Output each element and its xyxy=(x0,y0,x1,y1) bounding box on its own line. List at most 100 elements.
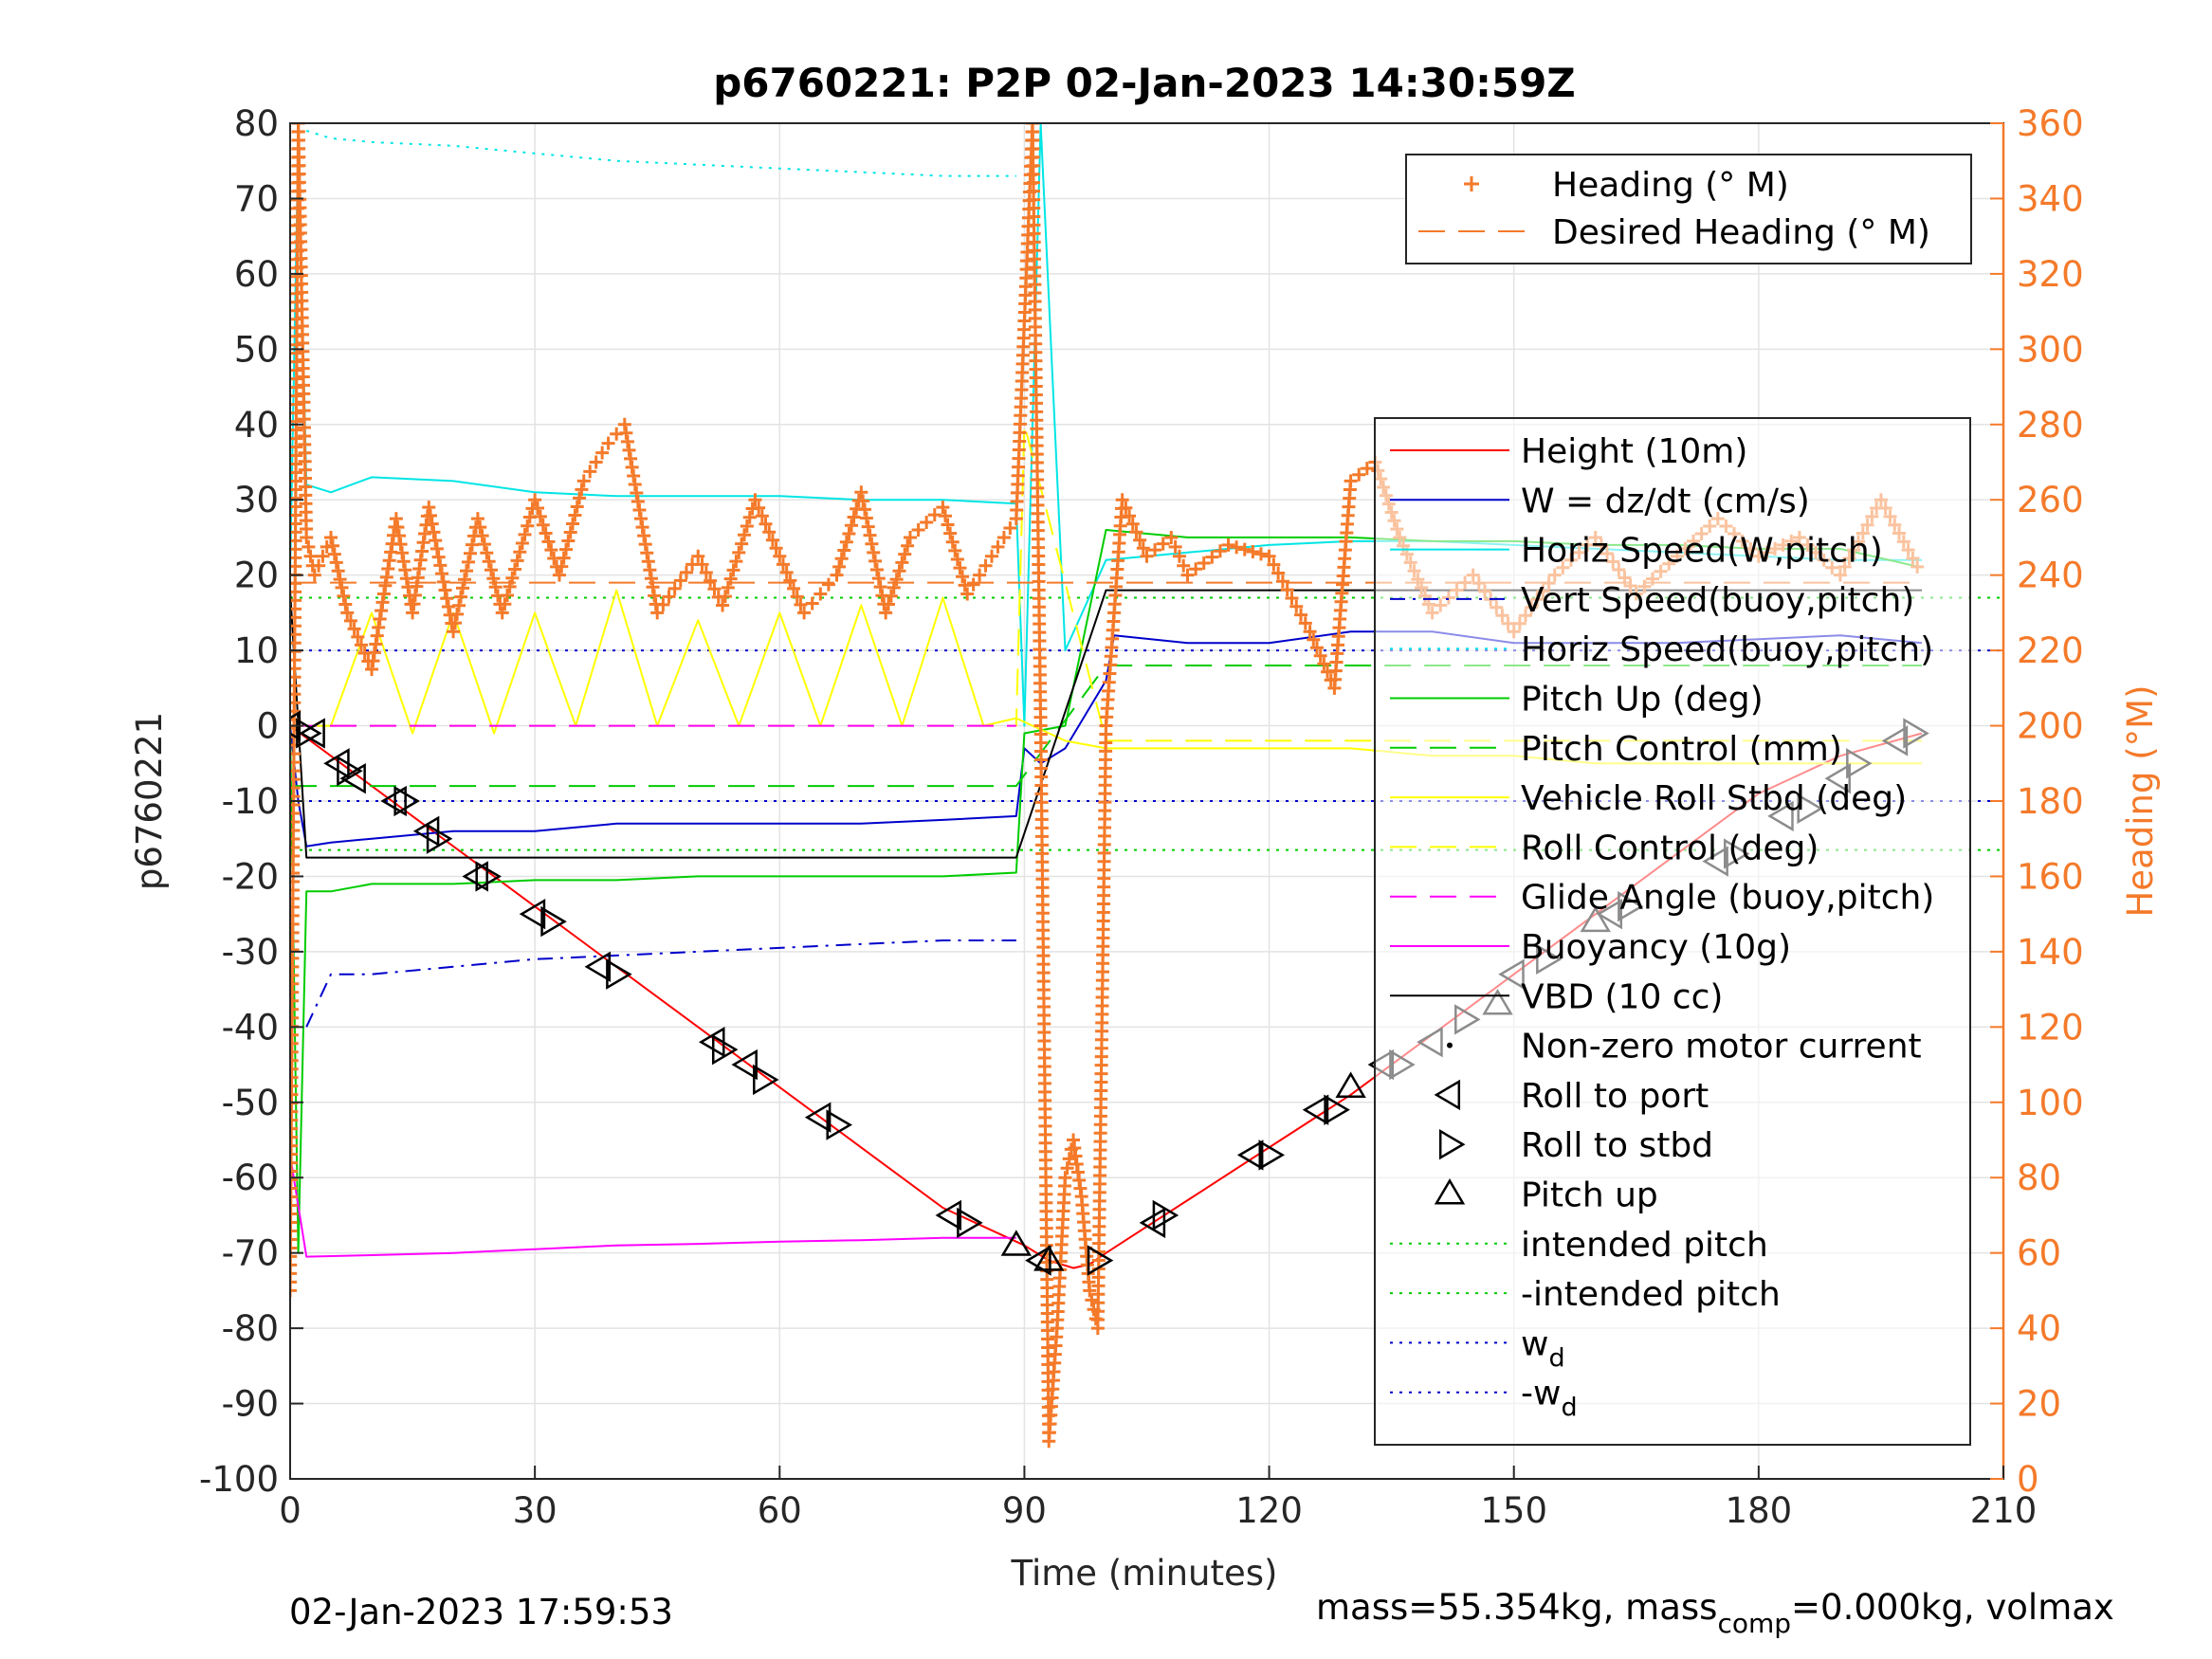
roll-to-port-marker xyxy=(804,1102,832,1133)
roll-to-port-marker xyxy=(731,1048,758,1081)
heading-point xyxy=(1133,533,1147,547)
heading-point xyxy=(695,557,709,572)
heading-point xyxy=(1197,556,1211,570)
heading-point xyxy=(391,520,405,535)
legend-label: VBD (10 cc) xyxy=(1521,977,1723,1016)
heading-point xyxy=(544,543,558,557)
y-axis-label: p6760221 xyxy=(129,712,170,890)
heading-point xyxy=(396,555,411,569)
y-tick-label: -90 xyxy=(222,1384,279,1425)
legend-main-entry: Non-zero motor current xyxy=(1447,1028,1922,1066)
legend-label: Horiz Speed(buoy,pitch) xyxy=(1521,630,1933,669)
heading-point xyxy=(858,502,872,517)
heading-point xyxy=(1280,583,1294,597)
heading-point xyxy=(1123,509,1137,523)
heading-point xyxy=(528,493,542,507)
heading-point xyxy=(729,555,743,569)
x-tick-label: 0 xyxy=(279,1490,302,1531)
heading-point xyxy=(631,495,645,509)
legend-label-text: Glide Angle (buoy,pitch) xyxy=(1521,879,1934,918)
heading-point xyxy=(1246,545,1260,559)
heading-point xyxy=(830,568,844,582)
heading-point xyxy=(1062,1152,1076,1166)
heading-point xyxy=(351,629,365,644)
heading-point xyxy=(325,538,339,553)
heading-point xyxy=(648,589,662,603)
legend-main-box xyxy=(1374,417,1971,1446)
heading-point xyxy=(865,537,879,551)
y-tick-label: -100 xyxy=(199,1459,279,1500)
heading-point xyxy=(573,491,587,505)
heading-point xyxy=(1298,616,1312,630)
heading-point xyxy=(973,568,987,582)
legend-main-entry: Roll Control (deg) xyxy=(1390,829,1819,867)
heading-point xyxy=(470,512,484,526)
heading-point xyxy=(884,589,898,603)
legend-label-text: Vehicle Roll Stbd (deg) xyxy=(1521,779,1907,818)
heading-point xyxy=(667,581,682,595)
heading-point xyxy=(583,465,597,479)
heading-point xyxy=(566,517,580,531)
y2-tick-label: 360 xyxy=(2017,103,2084,144)
legend-main: Height (10m) W = dz/dt (cm/s) Horiz Speed(… xyxy=(1374,417,1971,1446)
x-tick-label: 30 xyxy=(513,1490,558,1531)
heading-point xyxy=(558,542,573,556)
y-tick-label: 80 xyxy=(234,103,279,144)
heading-point xyxy=(1317,657,1331,671)
heading-point xyxy=(424,508,438,522)
y2-tick-label: 40 xyxy=(2017,1308,2061,1349)
heading-point xyxy=(845,519,859,533)
series-vert-speed-buoy-pitch xyxy=(305,939,1016,1028)
heading-point xyxy=(427,525,441,539)
heading-point xyxy=(1237,542,1252,556)
heading-point xyxy=(755,509,769,523)
heading-point xyxy=(898,547,912,561)
legend-main-entry: Roll to port xyxy=(1434,1077,1709,1116)
legend-label: Vehicle Roll Stbd (deg) xyxy=(1521,779,1907,818)
heading-point xyxy=(638,538,652,552)
legend-label: wd xyxy=(1521,1324,1565,1373)
legend-sample xyxy=(1434,1079,1461,1111)
y-axis-ticks: -100-90-80-70-60-50-40-30-20-10010203040… xyxy=(199,103,303,1500)
legend-label-text: -intended pitch xyxy=(1521,1275,1781,1314)
heading-point xyxy=(787,581,801,595)
x-tick-label: 120 xyxy=(1235,1490,1303,1531)
legend-sample xyxy=(1464,176,1479,191)
legend-label-text: Roll Control (deg) xyxy=(1521,829,1819,867)
heading-point xyxy=(312,558,326,573)
legend-main-entry: Pitch Up (deg) xyxy=(1390,681,1764,720)
heading-point xyxy=(821,577,835,592)
y-tick-label: 50 xyxy=(234,329,279,370)
footer-mass: mass=55.354kg, masscomp=0.000kg, volmax xyxy=(1316,1587,2114,1639)
heading-point xyxy=(327,547,341,561)
heading-point xyxy=(541,535,556,549)
legend-label: Non-zero motor current xyxy=(1521,1028,1922,1066)
heading-point xyxy=(627,468,641,483)
heading-point xyxy=(620,434,634,448)
heading-point xyxy=(1275,574,1289,589)
heading-point xyxy=(431,550,446,564)
heading-point xyxy=(1180,568,1195,582)
roll-to-stbd-marker xyxy=(753,1064,779,1096)
heading-point xyxy=(991,539,1005,554)
legend-label-text: Heading (° M) xyxy=(1552,166,1789,205)
roll-to-port-marker xyxy=(339,762,366,794)
heading-point xyxy=(515,537,529,551)
heading-point xyxy=(465,538,479,552)
heading-point xyxy=(1189,562,1203,576)
y2-tick-label: 60 xyxy=(2017,1233,2061,1274)
heading-point xyxy=(568,508,582,522)
heading-point xyxy=(435,567,449,581)
y2-axis-label: Heading (°M) xyxy=(2120,684,2161,917)
heading-point xyxy=(868,554,883,568)
heading-point xyxy=(463,546,477,560)
pitch-up-marker xyxy=(1033,1245,1065,1271)
legend-main-entry: Pitch Control (mm) xyxy=(1390,730,1842,769)
heading-point xyxy=(943,526,958,540)
heading-point xyxy=(1271,566,1286,580)
legend-main-entry: Pitch up xyxy=(1434,1176,1658,1215)
legend-label: Roll to stbd xyxy=(1521,1126,1713,1165)
heading-point xyxy=(911,523,925,537)
heading-point xyxy=(941,518,955,532)
heading-point xyxy=(718,590,732,604)
